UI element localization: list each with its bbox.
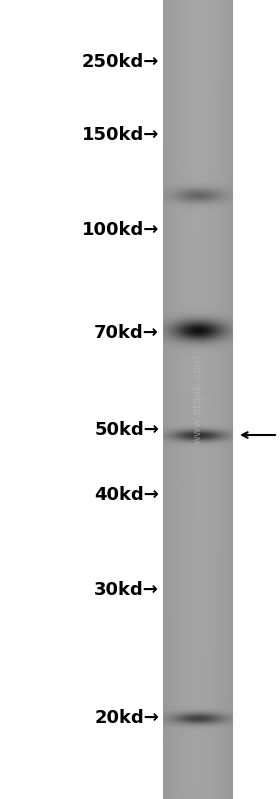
Text: 250kd→: 250kd→ — [82, 53, 159, 71]
Text: 50kd→: 50kd→ — [94, 421, 159, 439]
Text: www.ptgab.com: www.ptgab.com — [193, 355, 203, 444]
Text: 30kd→: 30kd→ — [94, 581, 159, 599]
Text: 40kd→: 40kd→ — [94, 486, 159, 504]
Text: 70kd→: 70kd→ — [94, 324, 159, 342]
Text: 20kd→: 20kd→ — [94, 709, 159, 727]
Text: 150kd→: 150kd→ — [82, 126, 159, 144]
Text: 100kd→: 100kd→ — [82, 221, 159, 239]
